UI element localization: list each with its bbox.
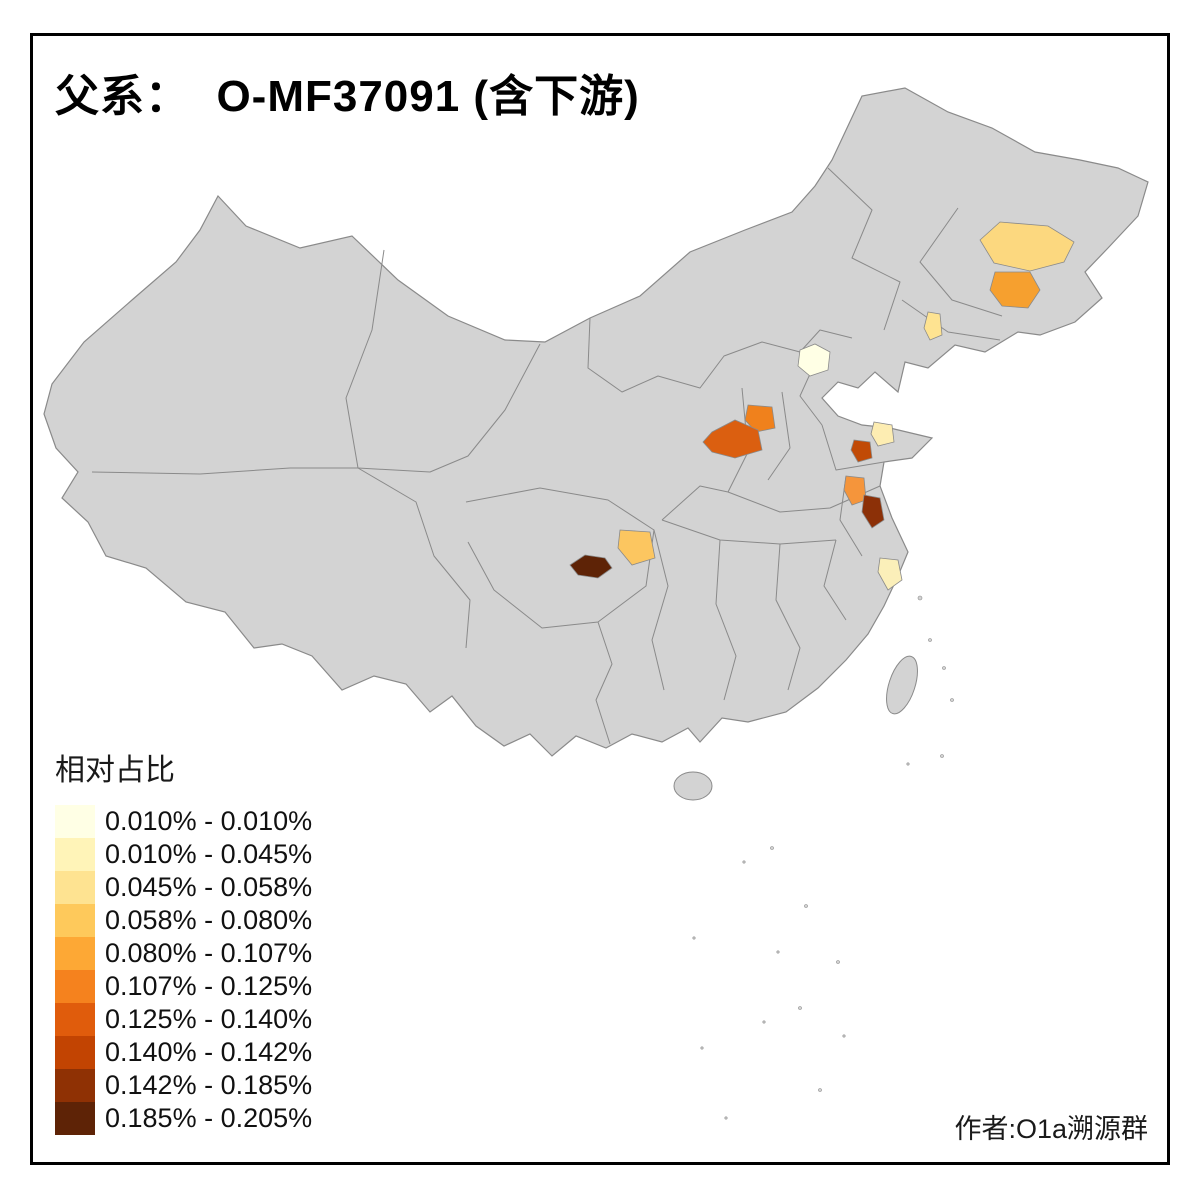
region-shaanxi-patch bbox=[702, 419, 763, 459]
region-shandong-pale bbox=[870, 421, 895, 447]
legend-label: 0.045% - 0.058% bbox=[105, 872, 313, 902]
region-liaoning-patch bbox=[923, 311, 943, 341]
legend-label: 0.080% - 0.107% bbox=[105, 938, 313, 968]
region-heilongjiang-orange bbox=[989, 271, 1041, 309]
legend-swatch bbox=[55, 1036, 95, 1069]
region-heilongjiang-yellow bbox=[979, 221, 1075, 272]
province-border bbox=[587, 317, 853, 393]
highlighted-regions bbox=[569, 221, 1075, 591]
province-border bbox=[661, 485, 729, 521]
legend-item: 0.010% - 0.045% bbox=[55, 838, 312, 871]
province-border bbox=[357, 343, 541, 473]
region-jiangsu-orange bbox=[843, 475, 867, 506]
legend-item: 0.010% - 0.010% bbox=[55, 805, 312, 838]
legend-label: 0.142% - 0.185% bbox=[105, 1070, 313, 1100]
legend-label: 0.107% - 0.125% bbox=[105, 971, 313, 1001]
province-border bbox=[345, 249, 385, 469]
region-shanxi-patch bbox=[744, 404, 776, 433]
province-border bbox=[827, 167, 901, 331]
taiwan-island bbox=[886, 655, 918, 715]
legend-item: 0.045% - 0.058% bbox=[55, 871, 312, 904]
province-border bbox=[821, 424, 885, 471]
legend-label: 0.185% - 0.205% bbox=[105, 1103, 313, 1133]
legend-label: 0.058% - 0.080% bbox=[105, 905, 313, 935]
legend-label: 0.010% - 0.045% bbox=[105, 839, 313, 869]
legend-swatch bbox=[55, 805, 95, 838]
legend-item: 0.142% - 0.185% bbox=[55, 1069, 312, 1102]
province-border bbox=[715, 539, 737, 701]
legend-label: 0.140% - 0.142% bbox=[105, 1037, 313, 1067]
region-sichuan-dark bbox=[569, 554, 613, 579]
legend-item: 0.107% - 0.125% bbox=[55, 970, 312, 1003]
legend-swatch bbox=[55, 871, 95, 904]
region-beijing bbox=[797, 343, 831, 377]
province-border bbox=[651, 529, 669, 691]
province-border bbox=[919, 207, 1003, 317]
legend-items: 0.010% - 0.010% 0.010% - 0.045% 0.045% -… bbox=[55, 805, 312, 1135]
china-mainland bbox=[43, 87, 1149, 757]
author-credit: 作者:O1a溯源群 bbox=[954, 1114, 1148, 1144]
legend-swatch bbox=[55, 838, 95, 871]
legend-swatch bbox=[55, 1102, 95, 1135]
province-border bbox=[901, 299, 1001, 341]
region-shandong-dark bbox=[850, 439, 873, 463]
province-border bbox=[357, 467, 471, 649]
page-title: 父系： O-MF37091 (含下游) bbox=[55, 72, 640, 121]
province-border bbox=[91, 467, 358, 475]
legend-item: 0.140% - 0.142% bbox=[55, 1036, 312, 1069]
province-border bbox=[661, 519, 837, 545]
legend-label: 0.125% - 0.140% bbox=[105, 1004, 313, 1034]
province-border bbox=[775, 543, 801, 691]
region-sichuan-yellow bbox=[617, 529, 656, 566]
legend-swatch bbox=[55, 1003, 95, 1036]
legend-swatch bbox=[55, 937, 95, 970]
south-china-sea-islets bbox=[692, 595, 954, 1120]
legend-item: 0.185% - 0.205% bbox=[55, 1102, 312, 1135]
legend-item: 0.080% - 0.107% bbox=[55, 937, 312, 970]
region-zhejiang-pale bbox=[877, 557, 903, 591]
province-border bbox=[595, 621, 613, 745]
province-border bbox=[767, 391, 791, 481]
legend-swatch bbox=[55, 970, 95, 1003]
hainan-island bbox=[673, 771, 713, 801]
legend-label: 0.010% - 0.010% bbox=[105, 806, 313, 836]
legend: 相对占比 0.010% - 0.010% 0.010% - 0.045% 0.0… bbox=[55, 745, 312, 1135]
legend-swatch bbox=[55, 904, 95, 937]
legend-item: 0.125% - 0.140% bbox=[55, 1003, 312, 1036]
legend-item: 0.058% - 0.080% bbox=[55, 904, 312, 937]
province-border bbox=[823, 539, 847, 621]
region-jiangsu-dark bbox=[861, 494, 885, 529]
legend-title: 相对占比 bbox=[55, 754, 175, 787]
province-border bbox=[465, 487, 655, 629]
legend-swatch bbox=[55, 1069, 95, 1102]
